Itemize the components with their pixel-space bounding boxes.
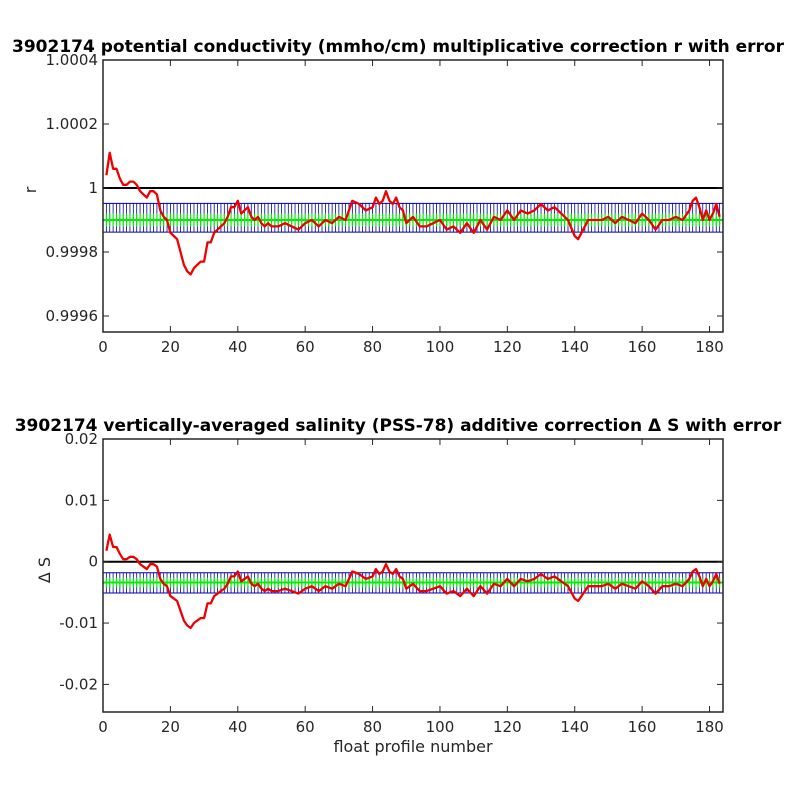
y-tick-label: 0 <box>88 553 98 571</box>
x-tick-label: 160 <box>628 718 657 736</box>
y-tick-label: -0.02 <box>59 675 98 693</box>
y-tick-label: 0.9996 <box>46 307 99 325</box>
x-tick-label: 140 <box>560 338 589 356</box>
x-tick-label: 160 <box>628 338 657 356</box>
correction-line <box>105 533 721 630</box>
chart-title: 3902174 potential conductivity (mmho/cm)… <box>12 37 785 57</box>
x-tick-label: 100 <box>426 718 455 736</box>
x-axis-label: float profile number <box>333 737 493 756</box>
x-tick-label: 80 <box>363 338 382 356</box>
x-tick-label: 180 <box>695 338 724 356</box>
x-tick-label: 0 <box>98 718 108 736</box>
y-tick-label: 0.01 <box>65 491 98 509</box>
plot-frame <box>102 59 724 333</box>
x-tick-label: 20 <box>161 338 180 356</box>
y-tick-label: -0.01 <box>59 614 98 632</box>
x-tick-label: 120 <box>493 718 522 736</box>
x-tick-label: 80 <box>363 718 382 736</box>
x-tick-label: 100 <box>426 338 455 356</box>
y-axis-label: Δ S <box>35 557 54 583</box>
x-tick-label: 20 <box>161 718 180 736</box>
y-tick-label: 1 <box>88 179 98 197</box>
x-tick-label: 60 <box>296 718 315 736</box>
x-tick-label: 40 <box>228 718 247 736</box>
y-tick-label: 0.02 <box>65 430 98 448</box>
x-tick-label: 180 <box>695 718 724 736</box>
x-tick-label: 0 <box>98 338 108 356</box>
plot-frame <box>102 438 724 713</box>
x-tick-label: 120 <box>493 338 522 356</box>
correction-line <box>105 151 721 276</box>
x-tick-label: 140 <box>560 718 589 736</box>
y-tick-label: 1.0002 <box>46 115 99 133</box>
x-tick-label: 40 <box>228 338 247 356</box>
panel-salinity-correction: 3902174 vertically-averaged salinity (PS… <box>15 416 782 756</box>
y-axis-label: r <box>21 186 40 193</box>
x-tick-label: 60 <box>296 338 315 356</box>
y-tick-label: 1.0004 <box>46 51 99 69</box>
panel-conductivity-correction: 3902174 potential conductivity (mmho/cm)… <box>12 37 785 356</box>
error-band <box>105 203 721 233</box>
y-tick-label: 0.9998 <box>46 243 99 261</box>
chart-title: 3902174 vertically-averaged salinity (PS… <box>15 416 782 436</box>
